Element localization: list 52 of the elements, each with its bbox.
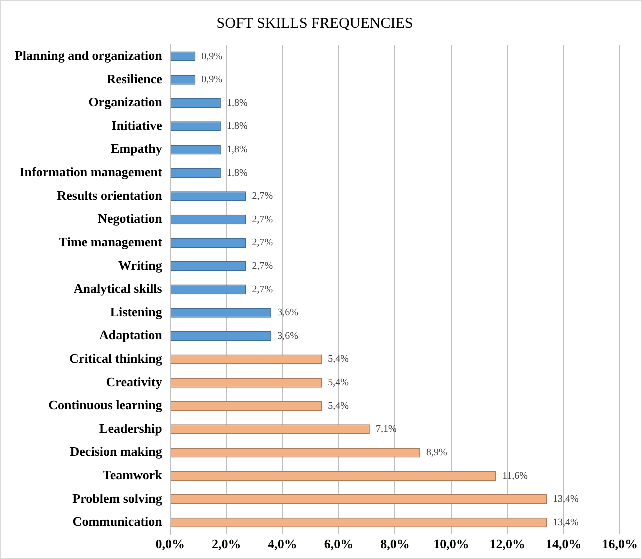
data-label: 2,7% <box>252 261 274 272</box>
y-tick-label: Creativity <box>106 374 163 390</box>
y-tick-label: Organization <box>88 94 164 110</box>
y-tick-label: Leadership <box>100 420 162 436</box>
y-tick-label: Teamwork <box>102 467 164 482</box>
y-tick-label: Decision making <box>70 444 163 460</box>
chart-title: SOFT SKILLS FREQUENCIES <box>216 16 414 32</box>
data-label: 3,6% <box>278 308 298 319</box>
y-tick-label: Listening <box>110 304 163 320</box>
data-label: 2,7% <box>252 284 274 296</box>
data-label: 5,4% <box>328 378 350 389</box>
x-tick-label: 2,0% <box>212 536 242 552</box>
data-label: 1,8% <box>226 168 248 179</box>
x-tick-label: 10,0% <box>434 536 470 552</box>
x-tick-label: 4,0% <box>268 536 298 552</box>
y-tick-label: Critical thinking <box>70 350 163 366</box>
data-label: 8,9% <box>426 447 448 458</box>
x-tick-label: 12,0% <box>490 536 526 552</box>
y-tick-label: Problem solving <box>72 490 163 506</box>
data-label: 13,4% <box>553 517 579 528</box>
data-label: 1,8% <box>226 121 248 132</box>
data-label: 1,8% <box>226 98 248 109</box>
x-tick-label: 16,0% <box>602 536 638 552</box>
data-label: 5,4% <box>328 400 350 412</box>
y-tick-label: Information management <box>20 164 164 180</box>
y-tick-label: Planning and organization <box>14 48 164 64</box>
y-tick-label: Analytical skills <box>74 281 162 296</box>
y-tick-label: Negotiation <box>98 211 164 226</box>
data-label: 0,9% <box>202 51 223 62</box>
data-label: 2,7% <box>252 238 274 249</box>
y-tick-label: Empathy <box>111 141 163 156</box>
data-label: 2,7% <box>252 191 274 202</box>
y-tick-label: Time management <box>58 234 164 250</box>
y-tick-label: Communication <box>72 514 164 530</box>
y-tick-label: Writing <box>118 258 163 273</box>
data-label: 0,9% <box>202 74 223 86</box>
x-tick-label: 6,0% <box>324 536 354 552</box>
y-tick-label: Resilience <box>106 71 163 86</box>
data-label: 2,7% <box>252 214 274 226</box>
data-label: 5,4% <box>328 354 350 366</box>
y-tick-label: Initiative <box>112 118 163 133</box>
data-label: 13,4% <box>553 494 579 506</box>
y-tick-label: Adaptation <box>100 328 164 343</box>
x-tick-label: 0,0% <box>156 536 185 552</box>
data-label: 3,6% <box>278 330 298 342</box>
y-tick-label: Continuous learning <box>48 398 163 413</box>
x-tick-label: 14,0% <box>546 536 582 552</box>
data-label: 1,8% <box>226 144 248 156</box>
data-label: 7,1% <box>376 424 397 436</box>
data-label: 11,6% <box>502 470 528 482</box>
y-tick-label: Results orientation <box>57 188 164 203</box>
x-tick-label: 8,0% <box>380 536 410 552</box>
